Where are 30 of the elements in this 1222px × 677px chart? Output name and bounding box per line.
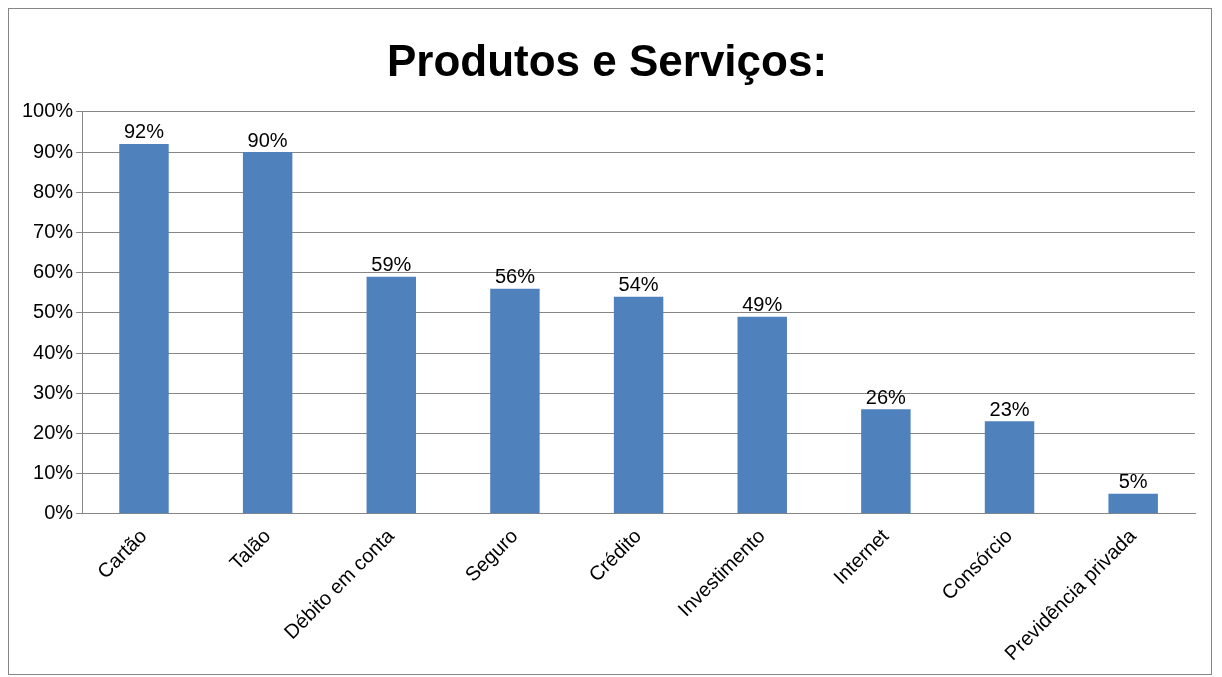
bar [1108,493,1158,514]
y-tick-label: 60% [33,260,74,283]
y-tick-label: 30% [33,380,74,403]
data-label: 26% [865,385,907,408]
data-label: 56% [494,265,536,288]
y-tick-label: 100% [22,99,74,122]
bar [613,296,664,514]
y-tick-label: 0% [44,501,74,524]
data-label: 92% [123,120,165,143]
y-tick-label: 10% [33,461,74,484]
data-label: 59% [371,253,412,276]
bar [861,409,911,514]
data-label: 49% [742,293,783,316]
data-label: 90% [247,128,288,151]
chart-title: Produtos e Serviços: [386,35,828,85]
data-label: 5% [1118,470,1148,493]
y-tick-label: 70% [33,219,74,242]
y-tick-label: 40% [33,340,74,363]
data-label: 54% [618,273,659,296]
bar [242,152,293,514]
bar [490,288,540,514]
y-tick-label: 20% [33,420,74,443]
y-tick-label: 90% [33,139,74,162]
bar [737,316,787,514]
data-label: 23% [989,397,1030,420]
bar [366,276,417,514]
y-tick-label: 80% [33,179,74,202]
bar [119,143,169,514]
y-tick-label: 50% [33,300,74,323]
bar [984,421,1035,514]
